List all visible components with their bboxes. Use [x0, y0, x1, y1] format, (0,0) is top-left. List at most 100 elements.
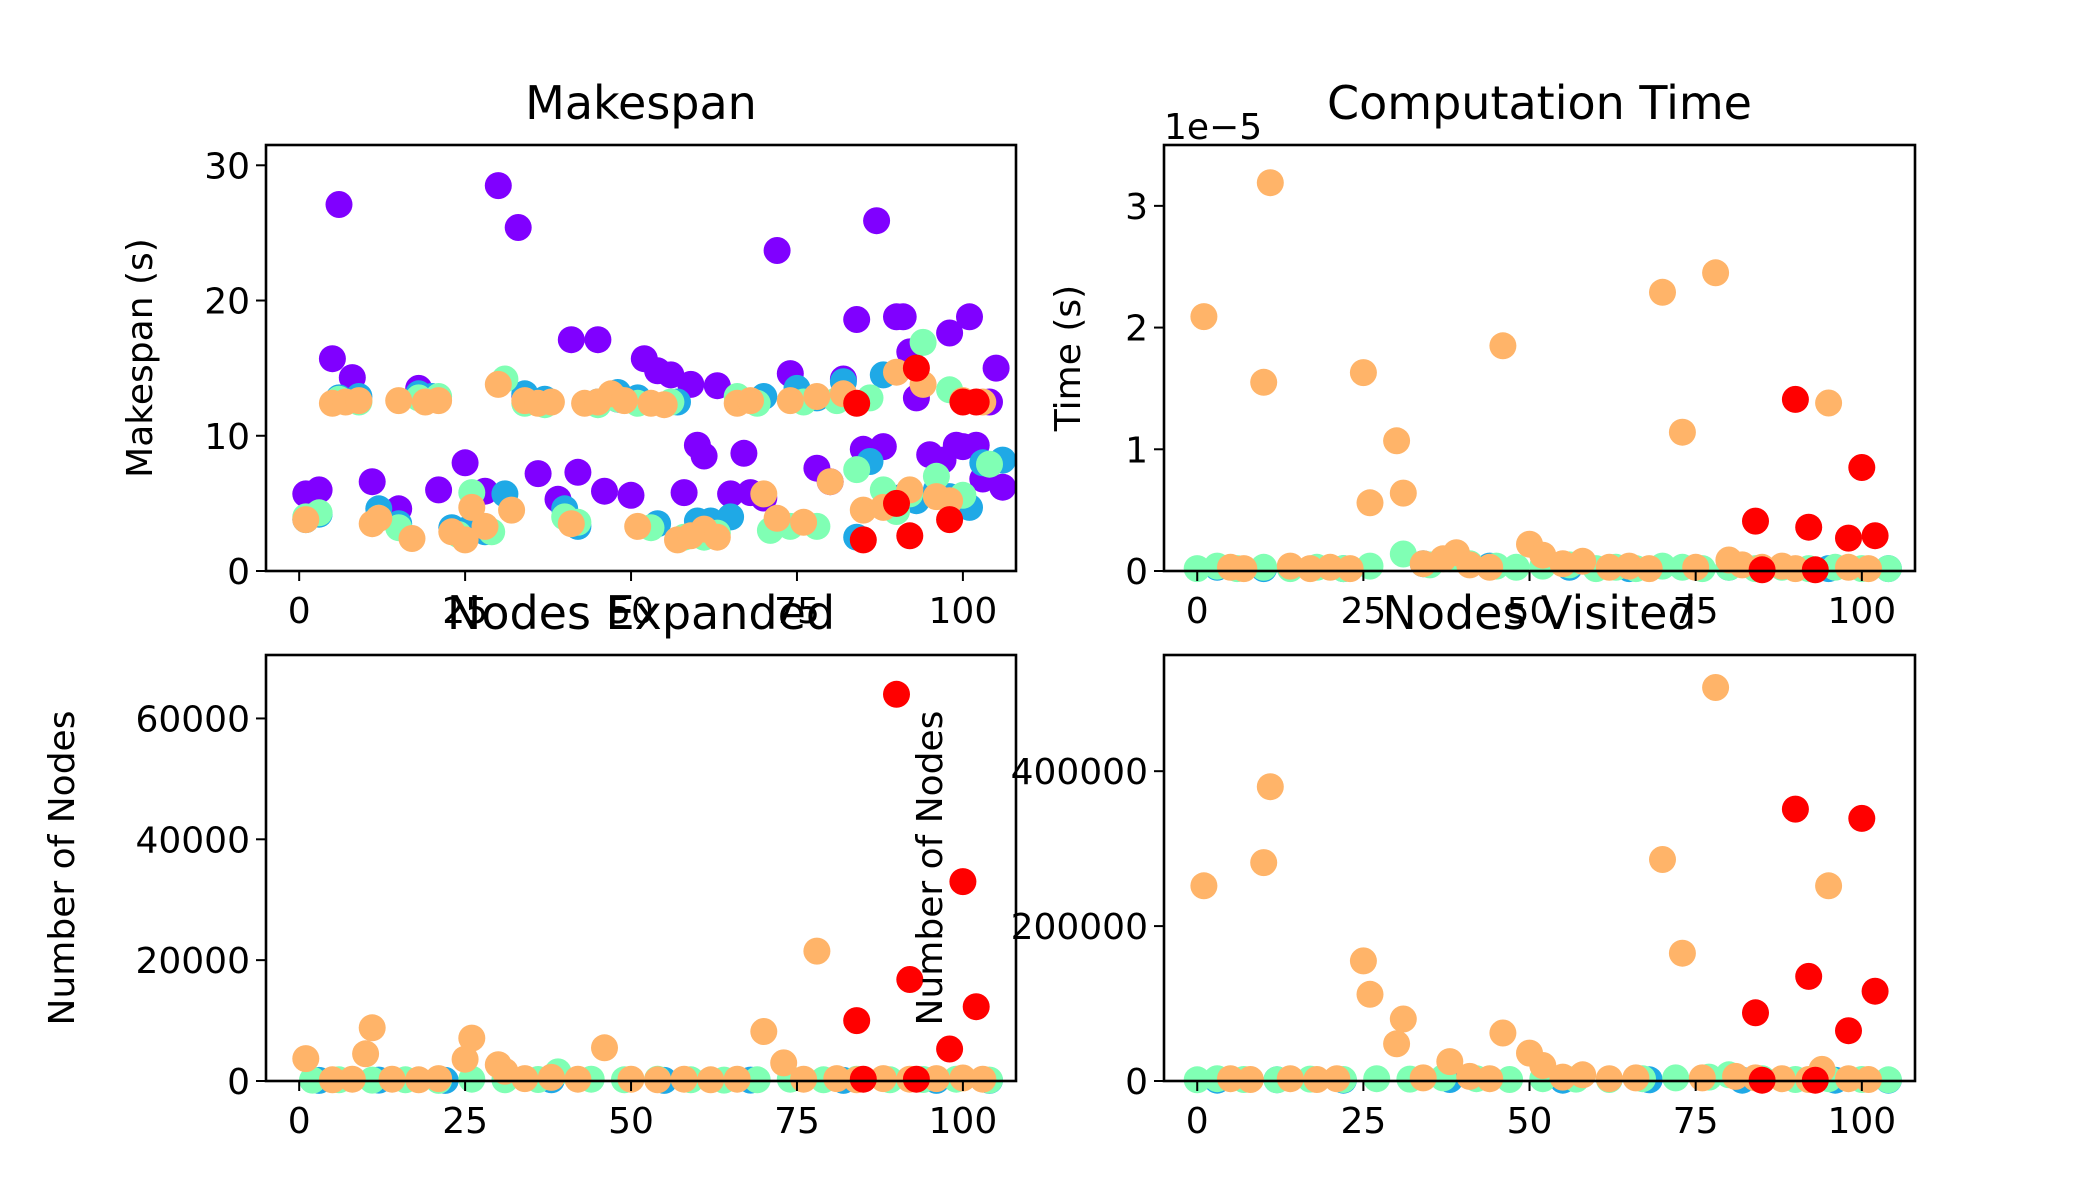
- point-red: [949, 868, 977, 896]
- point-purple: [843, 306, 871, 333]
- point-purple: [989, 473, 1017, 501]
- point-red: [883, 489, 910, 517]
- point-red: [902, 1065, 930, 1093]
- point-red: [896, 522, 924, 550]
- subplot-2: 0 25 50 75 100 0 1 2 3 Computation Time 1e−5 Time (…: [1048, 76, 1917, 632]
- x-tick-label: 100: [929, 591, 998, 632]
- point-orange: [922, 1065, 950, 1093]
- point-orange: [537, 1063, 565, 1091]
- x-tick-label: 25: [1340, 1101, 1386, 1142]
- point-red: [883, 680, 910, 708]
- y-tick-label: 0: [1125, 552, 1148, 593]
- point-red: [1742, 999, 1769, 1027]
- point-orange: [458, 1024, 486, 1052]
- point-red: [1861, 522, 1889, 550]
- point-purple: [889, 303, 917, 331]
- point-purple: [325, 191, 353, 218]
- point-orange: [1702, 259, 1730, 287]
- point-orange: [425, 387, 453, 415]
- point-orange: [1569, 547, 1597, 575]
- point-orange: [1622, 1064, 1650, 1092]
- y-tick-label: 20: [204, 282, 250, 323]
- point-orange: [537, 388, 565, 416]
- point-purple: [717, 480, 745, 508]
- point-orange: [1835, 1065, 1862, 1093]
- point-orange: [1569, 1061, 1597, 1089]
- x-tick-label: 100: [1827, 591, 1896, 632]
- point-orange: [1230, 555, 1258, 583]
- point-orange: [1722, 1062, 1750, 1090]
- subplot-title: Makespan: [525, 76, 757, 130]
- point-orange: [345, 387, 373, 415]
- point-green: [976, 450, 1003, 478]
- point-red: [849, 526, 877, 554]
- x-tick-label: 25: [1340, 591, 1386, 632]
- point-orange: [1409, 1064, 1437, 1092]
- point-orange: [1383, 427, 1411, 455]
- y-tick-label: 3: [1125, 187, 1148, 228]
- point-purple: [936, 319, 964, 347]
- point-green: [1363, 1065, 1391, 1093]
- point-red: [1742, 507, 1769, 535]
- point-purple: [863, 207, 891, 235]
- point-orange: [564, 1065, 592, 1093]
- point-orange: [849, 496, 877, 524]
- point-orange: [1349, 947, 1377, 975]
- point-orange: [1250, 368, 1278, 396]
- point-purple: [730, 439, 758, 467]
- point-purple: [591, 477, 618, 505]
- point-purple: [690, 442, 718, 470]
- x-tick-label: 0: [1186, 591, 1209, 632]
- point-orange: [1296, 555, 1324, 583]
- point-orange: [591, 1034, 618, 1062]
- point-purple: [504, 214, 532, 241]
- point-orange: [1649, 278, 1676, 306]
- point-orange: [1236, 1066, 1264, 1093]
- point-orange: [451, 526, 479, 554]
- x-tick-label: 50: [1507, 591, 1553, 632]
- point-orange: [776, 387, 804, 415]
- point-orange: [1688, 1064, 1716, 1092]
- x-tick-label: 25: [442, 1101, 488, 1142]
- point-orange: [1436, 1048, 1464, 1076]
- x-tick-label: 50: [1507, 1101, 1553, 1142]
- point-orange: [1815, 872, 1843, 900]
- point-purple: [956, 303, 983, 331]
- point-purple: [584, 326, 612, 354]
- point-orange: [1489, 332, 1517, 360]
- point-orange: [1702, 674, 1730, 701]
- point-red: [1848, 454, 1876, 481]
- y-tick-label: 60000: [135, 699, 250, 740]
- point-red: [1835, 1017, 1862, 1045]
- point-orange: [750, 1018, 778, 1045]
- point-red: [843, 1007, 871, 1035]
- point-purple: [617, 481, 645, 509]
- subplot-3: 0 25 50 75 100 0 20000 40000 60000 Nodes Expanded…: [42, 586, 1018, 1142]
- point-orange: [617, 1065, 645, 1093]
- point-orange: [1190, 872, 1218, 900]
- x-tick-label: 75: [774, 591, 820, 632]
- point-orange: [385, 387, 413, 415]
- x-tick-label: 75: [774, 1101, 820, 1142]
- point-orange: [1276, 552, 1304, 580]
- point-orange: [1635, 555, 1663, 583]
- point-orange: [936, 487, 964, 515]
- x-tick-label: 25: [442, 591, 488, 632]
- point-purple: [557, 326, 585, 354]
- point-orange: [969, 1065, 997, 1093]
- point-orange: [352, 1040, 380, 1068]
- point-green: [843, 456, 871, 484]
- point-green: [1183, 555, 1211, 583]
- point-red: [1795, 513, 1823, 541]
- x-tick-label: 0: [1186, 1101, 1209, 1142]
- point-orange: [1256, 773, 1284, 801]
- x-tick-label: 75: [1673, 1101, 1719, 1142]
- y-tick-label: 40000: [135, 820, 250, 861]
- point-orange: [1682, 553, 1710, 581]
- point-orange: [471, 512, 499, 540]
- point-orange: [378, 1065, 406, 1093]
- point-red: [962, 993, 990, 1021]
- point-orange: [1190, 303, 1218, 331]
- point-red: [962, 388, 990, 416]
